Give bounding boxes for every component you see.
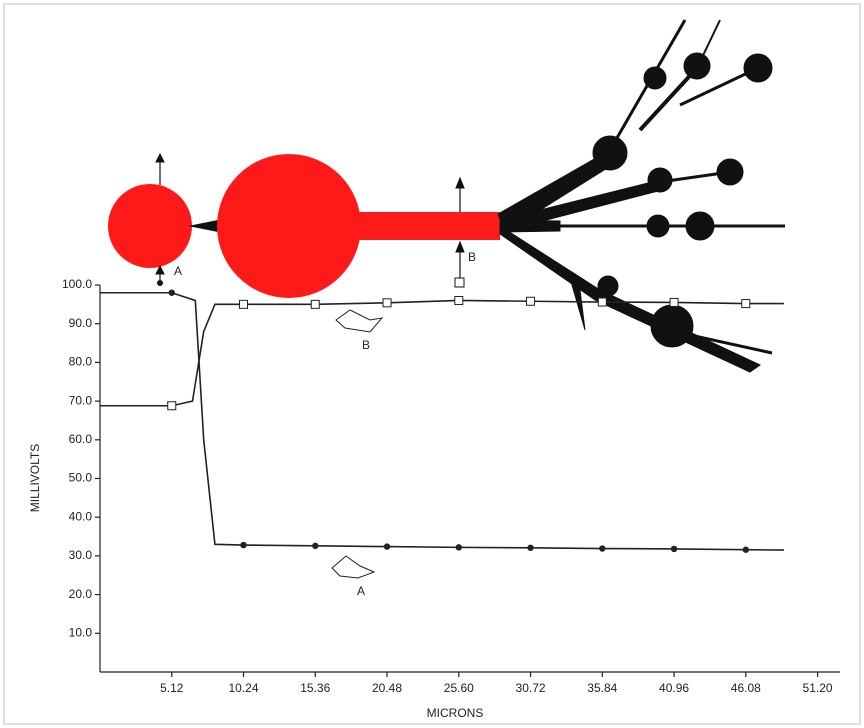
annotation: A xyxy=(174,264,182,278)
y-tick-label: 80.0 xyxy=(69,355,93,369)
x-tick-label: 35.84 xyxy=(587,681,617,695)
point xyxy=(742,546,750,553)
point xyxy=(669,297,679,307)
point xyxy=(599,545,606,552)
point xyxy=(312,542,319,550)
x-axis-title: MICRONS xyxy=(427,706,484,720)
point xyxy=(240,541,247,549)
x-tick-label: 46.08 xyxy=(731,681,761,695)
neuron-diagram xyxy=(108,19,785,579)
x-tick-label: 20.48 xyxy=(372,681,402,695)
point xyxy=(239,299,249,309)
y-tick-label: 90.0 xyxy=(69,316,93,330)
annotation: B xyxy=(468,250,476,264)
y-tick-label: 30.0 xyxy=(69,548,93,562)
y-axis-title: MILLIVOLTS xyxy=(28,444,42,512)
y-tick-label: 50.0 xyxy=(69,471,93,485)
point xyxy=(167,401,177,411)
y-tick-label: 20.0 xyxy=(69,587,93,601)
point xyxy=(527,544,534,551)
x-tick-label: 40.96 xyxy=(659,681,689,695)
x-tick-label: 30.72 xyxy=(516,681,546,695)
x-tick-label: 10.24 xyxy=(228,681,258,695)
point xyxy=(455,544,462,551)
y-tick-label: 100.0 xyxy=(62,277,92,291)
y-tick-label: 70.0 xyxy=(69,393,93,407)
point xyxy=(382,298,392,308)
x-tick-label: 5.12 xyxy=(160,681,184,695)
x-tick-label: 25.60 xyxy=(444,681,474,695)
point xyxy=(168,289,175,296)
series-line xyxy=(100,291,784,551)
point xyxy=(597,297,607,307)
x-tick-label: 51.20 xyxy=(803,681,833,695)
y-tick-label: 60.0 xyxy=(69,432,93,446)
point xyxy=(741,299,751,309)
x-tick-label: 15.36 xyxy=(300,681,330,695)
y-tick-label: 10.0 xyxy=(69,625,93,639)
annotation: A xyxy=(357,584,365,598)
series-line xyxy=(100,299,784,407)
point xyxy=(454,295,464,305)
point xyxy=(383,543,391,550)
y-tick-label: 40.0 xyxy=(69,509,93,523)
point xyxy=(310,299,320,309)
point xyxy=(526,296,536,306)
annotation: B xyxy=(362,338,370,352)
frame xyxy=(3,3,861,725)
point xyxy=(670,545,678,553)
